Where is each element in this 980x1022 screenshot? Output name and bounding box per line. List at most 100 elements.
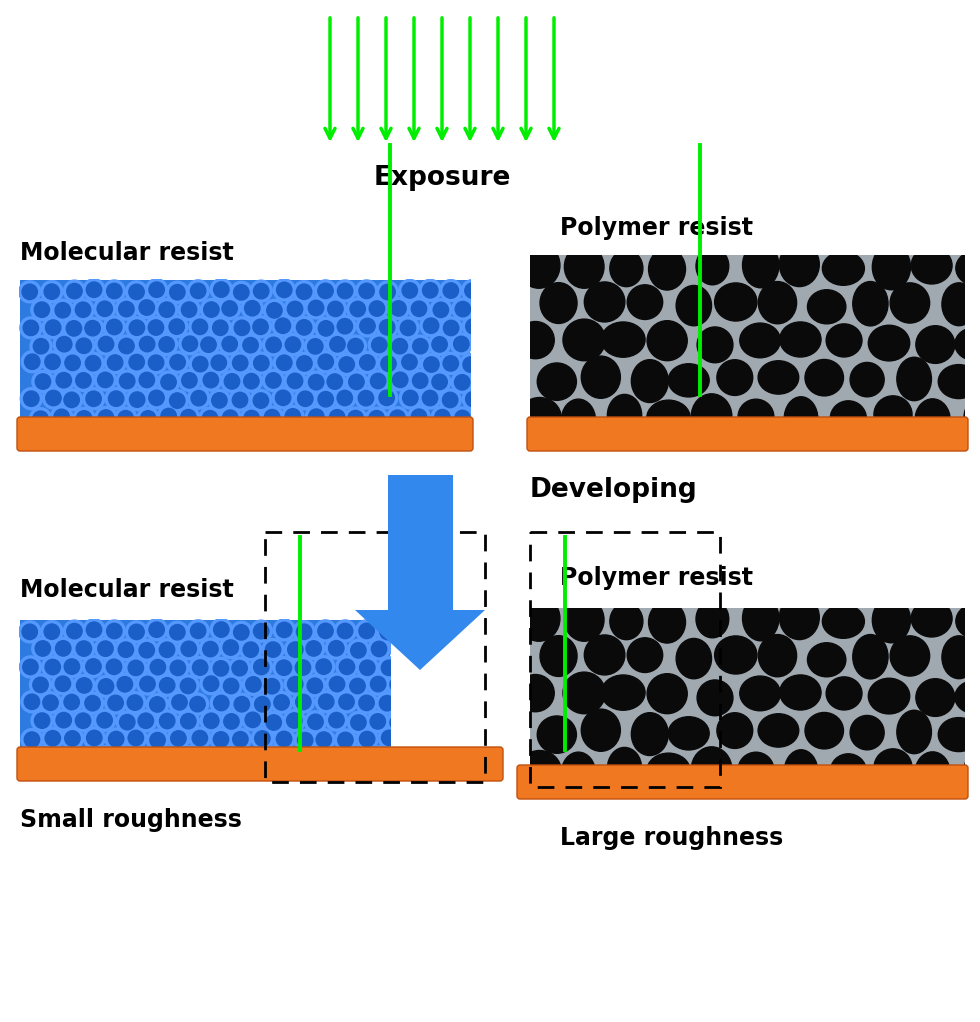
Circle shape <box>210 657 232 680</box>
Ellipse shape <box>808 290 846 324</box>
Circle shape <box>31 709 53 732</box>
Ellipse shape <box>579 630 630 680</box>
Circle shape <box>52 299 74 321</box>
Ellipse shape <box>868 679 909 714</box>
Circle shape <box>224 374 240 389</box>
Circle shape <box>118 677 132 692</box>
Circle shape <box>45 731 61 746</box>
Circle shape <box>97 301 113 317</box>
Circle shape <box>345 371 368 392</box>
Bar <box>530 532 720 787</box>
Circle shape <box>35 641 51 656</box>
Ellipse shape <box>950 676 980 718</box>
Circle shape <box>273 279 295 300</box>
Circle shape <box>466 319 481 334</box>
Circle shape <box>67 623 82 639</box>
Ellipse shape <box>956 250 980 286</box>
Ellipse shape <box>596 670 651 714</box>
Circle shape <box>45 320 61 335</box>
Circle shape <box>179 746 201 768</box>
Ellipse shape <box>821 672 866 714</box>
Circle shape <box>273 352 295 374</box>
Ellipse shape <box>853 635 888 679</box>
Ellipse shape <box>916 679 955 716</box>
Ellipse shape <box>513 590 565 647</box>
Circle shape <box>145 317 167 338</box>
Ellipse shape <box>734 394 778 439</box>
Circle shape <box>240 639 262 660</box>
Circle shape <box>282 747 305 770</box>
Circle shape <box>76 678 92 693</box>
Circle shape <box>54 750 70 765</box>
Ellipse shape <box>897 358 931 401</box>
Circle shape <box>339 694 354 709</box>
Circle shape <box>182 749 198 764</box>
Ellipse shape <box>821 320 866 361</box>
Ellipse shape <box>805 712 844 749</box>
Ellipse shape <box>893 352 936 406</box>
Circle shape <box>462 280 483 301</box>
Circle shape <box>170 624 185 640</box>
Circle shape <box>368 334 390 356</box>
Circle shape <box>156 710 178 732</box>
Circle shape <box>30 335 52 358</box>
Circle shape <box>192 731 208 746</box>
Circle shape <box>42 656 64 678</box>
Ellipse shape <box>513 745 566 796</box>
Ellipse shape <box>644 243 690 295</box>
Circle shape <box>294 387 317 410</box>
Circle shape <box>167 281 188 304</box>
Ellipse shape <box>513 237 565 294</box>
Ellipse shape <box>933 713 980 756</box>
Circle shape <box>272 386 294 409</box>
Circle shape <box>167 621 188 643</box>
Ellipse shape <box>754 630 802 682</box>
Ellipse shape <box>774 237 824 292</box>
Circle shape <box>368 673 389 695</box>
Circle shape <box>391 300 406 316</box>
Circle shape <box>82 655 105 678</box>
Ellipse shape <box>938 365 979 399</box>
Circle shape <box>76 641 91 656</box>
Circle shape <box>83 618 105 641</box>
Circle shape <box>386 673 409 695</box>
Circle shape <box>118 411 133 426</box>
Circle shape <box>53 369 74 391</box>
Ellipse shape <box>863 673 915 718</box>
Circle shape <box>295 660 311 676</box>
Circle shape <box>451 333 472 355</box>
Ellipse shape <box>951 599 980 644</box>
Ellipse shape <box>753 357 804 399</box>
Circle shape <box>452 298 474 320</box>
Circle shape <box>21 387 42 410</box>
Circle shape <box>208 352 230 374</box>
Circle shape <box>137 408 159 429</box>
Circle shape <box>392 372 408 387</box>
Circle shape <box>465 283 480 298</box>
Circle shape <box>339 357 355 372</box>
Ellipse shape <box>564 245 604 288</box>
Circle shape <box>41 281 63 303</box>
Circle shape <box>117 711 138 733</box>
Ellipse shape <box>714 283 757 321</box>
Circle shape <box>381 660 397 676</box>
Circle shape <box>455 301 470 317</box>
Ellipse shape <box>910 747 955 799</box>
Circle shape <box>19 281 41 303</box>
Circle shape <box>107 623 122 639</box>
Circle shape <box>83 727 105 749</box>
FancyBboxPatch shape <box>17 417 473 451</box>
Circle shape <box>85 696 100 711</box>
Circle shape <box>305 297 327 319</box>
Circle shape <box>430 298 452 321</box>
Ellipse shape <box>955 327 980 361</box>
Circle shape <box>313 729 335 750</box>
Circle shape <box>323 371 346 392</box>
Circle shape <box>306 406 327 427</box>
Circle shape <box>232 660 247 676</box>
Circle shape <box>192 357 208 372</box>
Ellipse shape <box>627 355 673 408</box>
Circle shape <box>431 406 454 428</box>
Circle shape <box>296 320 312 335</box>
Circle shape <box>180 713 196 729</box>
